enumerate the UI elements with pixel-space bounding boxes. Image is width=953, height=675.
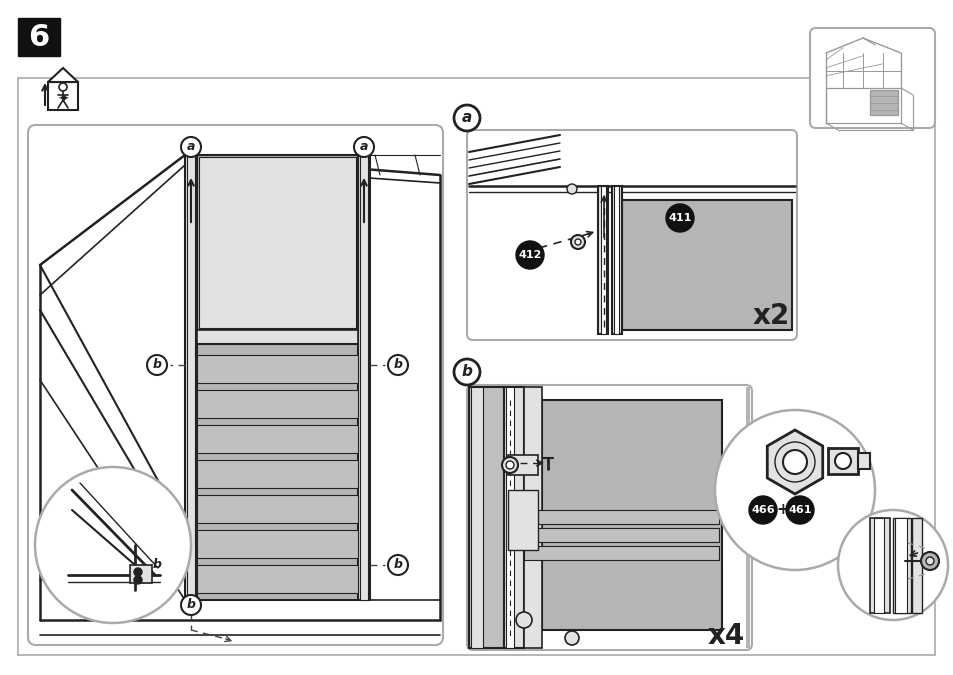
Bar xyxy=(359,155,368,600)
Bar xyxy=(873,518,883,613)
Circle shape xyxy=(748,496,776,524)
Bar xyxy=(130,565,152,583)
Text: b: b xyxy=(393,358,402,371)
Text: b: b xyxy=(393,558,402,572)
Bar xyxy=(196,530,357,558)
Circle shape xyxy=(147,555,167,575)
Circle shape xyxy=(837,510,947,620)
Bar xyxy=(505,387,514,648)
Bar xyxy=(621,200,791,330)
Bar xyxy=(869,518,889,613)
Circle shape xyxy=(454,359,479,385)
Circle shape xyxy=(575,239,580,245)
Text: a: a xyxy=(461,111,472,126)
Circle shape xyxy=(181,137,201,157)
Circle shape xyxy=(505,461,514,469)
Bar xyxy=(469,387,749,648)
Bar xyxy=(523,387,541,648)
Circle shape xyxy=(388,355,408,375)
FancyBboxPatch shape xyxy=(809,28,934,128)
Bar xyxy=(18,18,60,56)
Circle shape xyxy=(714,410,874,570)
Bar xyxy=(523,546,719,560)
Text: 412: 412 xyxy=(517,250,541,260)
Circle shape xyxy=(782,450,806,474)
Bar xyxy=(469,132,794,338)
Circle shape xyxy=(181,595,201,615)
Bar xyxy=(471,387,482,648)
Bar xyxy=(199,157,355,328)
Bar xyxy=(892,518,910,613)
Text: a: a xyxy=(187,140,195,153)
Text: b: b xyxy=(461,364,472,379)
Text: 411: 411 xyxy=(668,213,691,223)
Circle shape xyxy=(785,496,813,524)
Circle shape xyxy=(566,184,577,194)
Circle shape xyxy=(59,83,67,91)
Text: a: a xyxy=(359,140,368,153)
Bar xyxy=(911,518,921,613)
Circle shape xyxy=(147,355,167,375)
Text: 6: 6 xyxy=(29,22,50,51)
Circle shape xyxy=(834,453,850,469)
Bar xyxy=(196,344,357,600)
Text: ✦: ✦ xyxy=(57,93,69,107)
Text: x4: x4 xyxy=(707,622,744,650)
Circle shape xyxy=(516,241,543,269)
Bar xyxy=(507,490,537,550)
Bar xyxy=(187,155,194,600)
Circle shape xyxy=(35,467,191,623)
Circle shape xyxy=(516,612,532,628)
Text: +: + xyxy=(776,502,788,518)
Text: 466: 466 xyxy=(750,505,774,515)
Text: 461: 461 xyxy=(787,505,811,515)
Circle shape xyxy=(133,576,142,584)
Circle shape xyxy=(665,204,693,232)
Bar xyxy=(869,90,897,115)
Circle shape xyxy=(501,457,517,473)
Circle shape xyxy=(133,568,142,576)
Bar xyxy=(196,460,357,488)
Bar xyxy=(541,400,721,630)
Bar xyxy=(196,390,357,418)
Bar xyxy=(600,186,605,334)
Circle shape xyxy=(571,235,584,249)
Bar xyxy=(48,82,78,110)
Polygon shape xyxy=(766,430,821,494)
Bar xyxy=(825,88,900,123)
Bar xyxy=(357,155,370,600)
Circle shape xyxy=(454,105,479,131)
Bar xyxy=(469,387,503,648)
Circle shape xyxy=(920,552,938,570)
Circle shape xyxy=(388,555,408,575)
Bar xyxy=(196,425,357,453)
Bar xyxy=(827,448,857,474)
Text: b: b xyxy=(152,358,161,371)
Bar xyxy=(196,330,357,344)
Bar xyxy=(523,387,745,648)
Bar xyxy=(612,186,621,334)
Text: x2: x2 xyxy=(752,302,789,330)
Circle shape xyxy=(354,137,374,157)
Bar xyxy=(196,565,357,593)
Circle shape xyxy=(564,631,578,645)
Polygon shape xyxy=(48,68,78,82)
Bar xyxy=(857,453,869,469)
Bar xyxy=(469,387,749,648)
Text: b: b xyxy=(186,599,195,612)
Bar xyxy=(523,510,719,524)
Bar xyxy=(196,355,357,383)
Bar xyxy=(507,455,537,475)
Text: b: b xyxy=(152,558,161,572)
Bar xyxy=(185,155,196,600)
Bar xyxy=(614,186,618,334)
Bar xyxy=(598,186,607,334)
Bar xyxy=(196,495,357,523)
Bar xyxy=(894,518,906,613)
Bar xyxy=(503,387,523,648)
Bar xyxy=(523,528,719,542)
Bar xyxy=(196,155,357,330)
Circle shape xyxy=(925,557,933,565)
